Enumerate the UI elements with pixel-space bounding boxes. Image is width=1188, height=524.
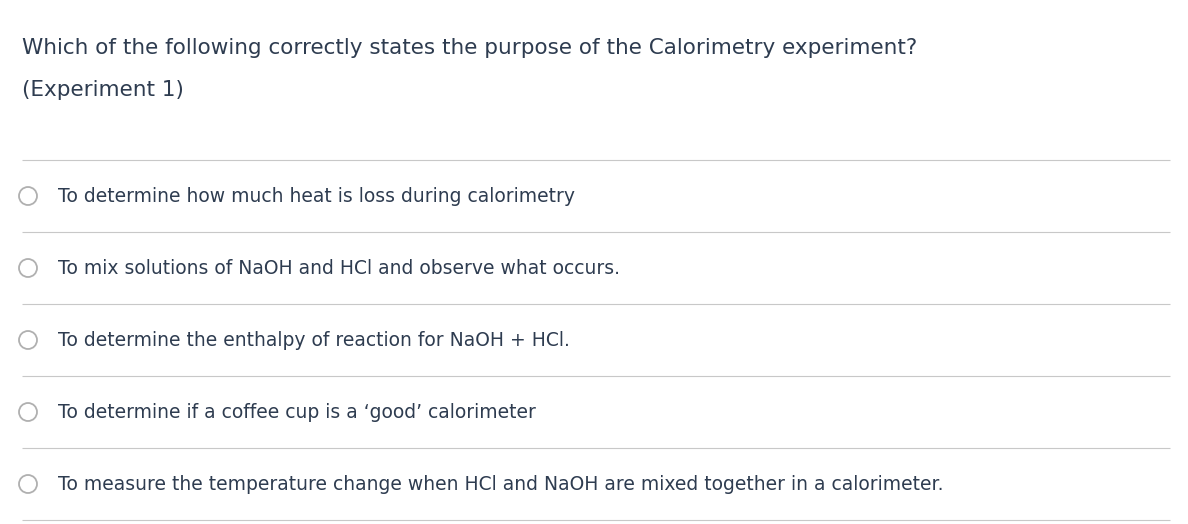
- Text: Which of the following correctly states the purpose of the Calorimetry experimen: Which of the following correctly states …: [23, 38, 917, 58]
- Text: (Experiment 1): (Experiment 1): [23, 80, 184, 100]
- Text: To determine if a coffee cup is a ‘good’ calorimeter: To determine if a coffee cup is a ‘good’…: [58, 402, 536, 421]
- Text: To mix solutions of NaOH and HCl and observe what occurs.: To mix solutions of NaOH and HCl and obs…: [58, 258, 620, 278]
- Text: To determine the enthalpy of reaction for NaOH + HCl.: To determine the enthalpy of reaction fo…: [58, 331, 570, 350]
- Text: To determine how much heat is loss during calorimetry: To determine how much heat is loss durin…: [58, 187, 575, 205]
- Text: To measure the temperature change when HCl and NaOH are mixed together in a calo: To measure the temperature change when H…: [58, 475, 943, 494]
